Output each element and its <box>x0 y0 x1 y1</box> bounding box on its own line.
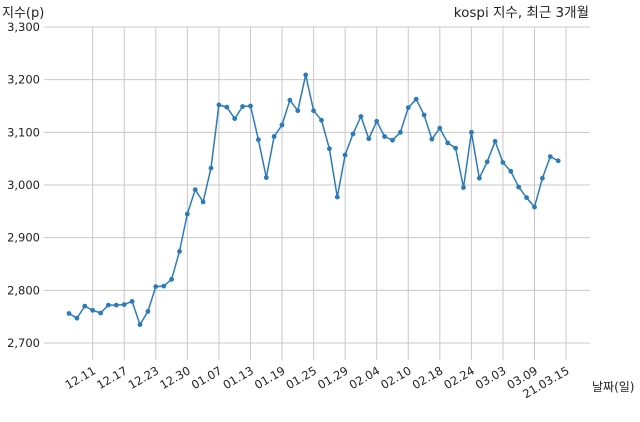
data-point <box>184 211 190 217</box>
data-point <box>74 315 80 321</box>
data-point <box>390 137 395 143</box>
x-tick-labels: 12.1112.1712.2312.3001.0701.1301.1901.25… <box>63 363 572 401</box>
data-point <box>208 165 214 171</box>
x-tick-label: 12.30 <box>157 363 193 392</box>
x-tick-label: 01.29 <box>315 363 351 392</box>
data-point <box>295 108 301 114</box>
data-point <box>532 204 537 210</box>
x-tick-label: 12.23 <box>126 363 162 392</box>
data-point <box>224 104 230 110</box>
y-tick-labels: 2,700 2,800 2,900 3,000 3,100 3,200 3,300 <box>7 20 40 350</box>
data-point <box>437 125 443 131</box>
data-point <box>106 302 111 308</box>
data-point <box>547 154 553 160</box>
data-point <box>279 122 285 128</box>
y-tick-label: 3,200 <box>7 73 40 87</box>
data-point <box>524 195 529 201</box>
data-point <box>445 140 451 146</box>
data-point <box>121 302 127 307</box>
y-tick-label: 3,300 <box>7 20 40 34</box>
x-tick-label: 03.03 <box>473 363 509 392</box>
grid-lines <box>44 26 590 360</box>
data-point <box>113 302 119 308</box>
data-point <box>453 145 458 151</box>
data-point <box>469 129 474 135</box>
data-point <box>287 97 293 103</box>
x-tick-label: 01.13 <box>220 363 256 392</box>
data-point <box>358 114 364 119</box>
data-point <box>216 102 222 108</box>
data-point <box>429 136 435 142</box>
data-point <box>240 104 246 109</box>
data-point <box>484 159 490 165</box>
series-kospi <box>66 72 561 327</box>
x-tick-label: 01.19 <box>252 363 288 392</box>
data-point <box>192 187 198 193</box>
data-point <box>153 284 159 289</box>
data-point <box>200 199 206 205</box>
data-point <box>303 72 309 78</box>
y-tick-label: 2,800 <box>7 283 40 297</box>
data-point <box>263 175 269 181</box>
y-axis-label: 지수(p) <box>2 6 44 21</box>
x-tick-label: 02.24 <box>441 363 477 392</box>
x-axis-label: 날짜(일) <box>592 380 634 394</box>
data-point <box>516 184 522 190</box>
data-point <box>405 105 411 110</box>
y-tick-label: 3,000 <box>7 178 40 192</box>
data-point <box>350 131 356 137</box>
y-tick-label: 3,100 <box>7 125 40 139</box>
data-point <box>374 118 380 124</box>
y-tick-label: 2,700 <box>7 336 40 350</box>
data-point <box>366 136 372 142</box>
data-point <box>169 276 175 282</box>
data-point <box>508 168 514 174</box>
y-tick-label: 2,900 <box>7 231 40 245</box>
data-point <box>98 310 103 316</box>
data-point <box>177 249 182 254</box>
x-tick-label: 12.11 <box>63 363 99 392</box>
data-point <box>461 185 466 191</box>
data-point <box>145 309 151 314</box>
data-point <box>66 311 72 316</box>
x-tick-label: 02.04 <box>347 363 383 392</box>
data-point <box>398 129 403 135</box>
data-point <box>129 299 135 304</box>
x-tick-label: 01.07 <box>189 363 225 392</box>
data-point <box>256 137 261 143</box>
data-point <box>500 160 506 165</box>
data-point <box>382 134 387 139</box>
data-point <box>82 303 88 309</box>
data-point <box>271 134 277 139</box>
data-point <box>492 138 498 144</box>
x-tick-label: 02.10 <box>378 363 414 392</box>
data-point <box>413 96 419 102</box>
data-point <box>327 146 332 152</box>
data-point <box>232 116 238 121</box>
x-tick-label: 02.18 <box>410 363 446 392</box>
data-point <box>90 307 96 313</box>
data-point <box>334 194 340 200</box>
data-point <box>555 158 561 164</box>
data-point <box>319 117 324 123</box>
chart-title: kospi 지수, 최근 3개월 <box>454 5 589 21</box>
data-point <box>137 322 143 327</box>
data-point <box>161 283 167 289</box>
data-point <box>421 112 427 118</box>
data-point <box>342 152 348 158</box>
x-tick-label: 12.17 <box>94 363 130 392</box>
data-point <box>311 108 316 114</box>
data-point <box>476 175 482 181</box>
x-tick-label: 01.25 <box>284 363 320 392</box>
data-point <box>540 175 545 181</box>
data-point <box>248 103 253 109</box>
